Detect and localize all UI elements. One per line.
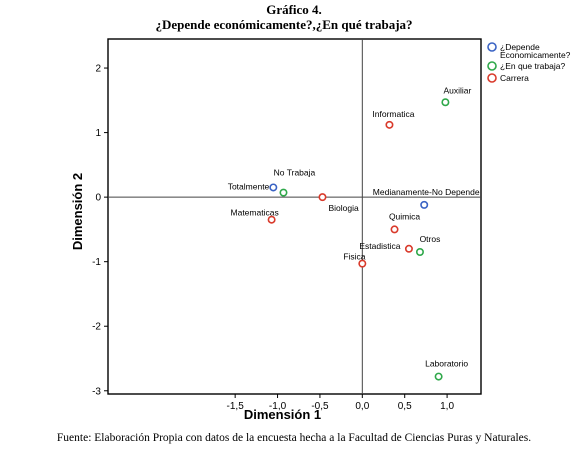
scatter-point <box>358 259 367 268</box>
point-label: Matematicas <box>231 208 279 218</box>
y-tick-label: 1 <box>95 128 101 139</box>
scatter-point <box>441 98 450 107</box>
x-tick-label: -0,5 <box>311 401 329 412</box>
point-label: Estadistica <box>359 241 400 251</box>
y-tick-label: 0 <box>95 193 101 204</box>
scatter-point <box>269 183 278 192</box>
scatter-point <box>385 120 394 129</box>
point-label: Informatica <box>372 109 414 119</box>
y-tick-label: 2 <box>95 64 101 75</box>
y-axis-label: Dimensión 2 <box>70 173 85 250</box>
plot-frame <box>107 38 482 395</box>
chart-title: Gráfico 4. <box>266 2 322 17</box>
legend-marker <box>487 73 497 83</box>
point-label: Totalmente <box>228 181 270 191</box>
x-tick-label: 0,5 <box>398 401 412 412</box>
chart-subtitle: ¿Depende económicamente?,¿En qué trabaja… <box>155 17 413 32</box>
legend-label: Carrera <box>500 73 529 83</box>
point-label: Otros <box>420 234 441 244</box>
x-tick-label: 1,0 <box>440 401 454 412</box>
x-tick-label: -1,0 <box>269 401 287 412</box>
point-label: No Trabaja <box>274 168 316 178</box>
point-label: Quimica <box>389 211 420 221</box>
scatter-point <box>434 372 443 381</box>
scatter-point <box>279 188 288 197</box>
legend-label: ¿Depende Economicamente? <box>500 42 571 60</box>
legend-marker <box>487 42 497 52</box>
point-label: Medianamente-No Depende <box>373 187 480 197</box>
chart-header: Gráfico 4. ¿Depende económicamente?,¿En … <box>0 2 588 32</box>
point-label: Auxiliar <box>443 85 471 95</box>
scatter-point <box>415 248 424 257</box>
x-tick-label: 0,0 <box>355 401 369 412</box>
x-tick-label: -1,5 <box>227 401 245 412</box>
scatter-point <box>420 200 429 209</box>
legend-label: ¿En que trabaja? <box>500 61 565 71</box>
source-note: Fuente: Elaboración Propia con datos de … <box>56 432 532 444</box>
scatter-point <box>318 193 327 202</box>
scatter-plot: -1,5 -1,0 -0,5 0,0 0,5 1,0 2 1 0 -1 -2 -3 Dimensión … <box>70 38 571 422</box>
x-axis-label: Dimensión 1 <box>244 407 321 422</box>
scatter-point <box>267 215 276 224</box>
scatter-point <box>404 244 413 253</box>
scatter-point <box>390 225 399 234</box>
point-label: Fisica <box>343 252 365 262</box>
y-tick-label: -3 <box>92 386 101 397</box>
y-tick-label: -2 <box>92 322 101 333</box>
point-label: Laboratorio <box>425 359 468 369</box>
legend-marker <box>487 61 497 71</box>
y-tick-label: -1 <box>92 257 101 268</box>
point-label: Biologia <box>328 203 359 213</box>
